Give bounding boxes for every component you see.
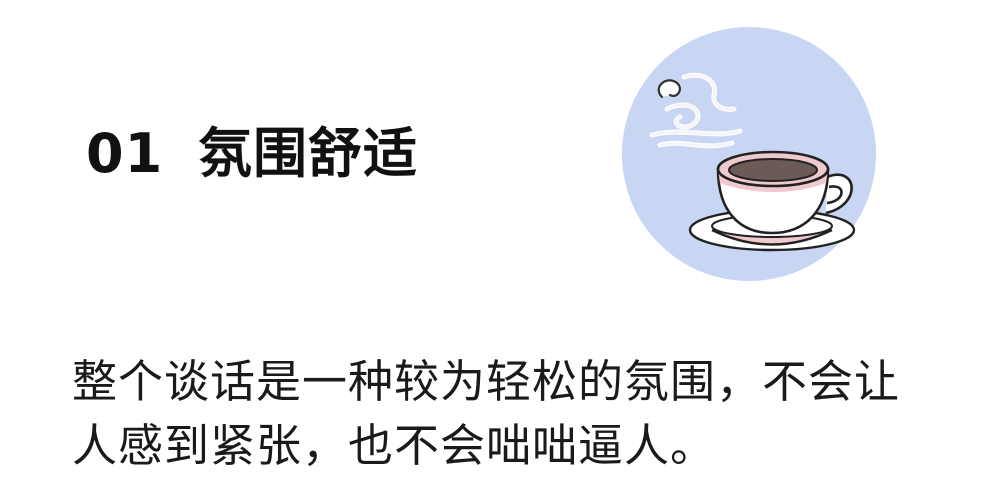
coffee-cup-icon <box>622 27 876 281</box>
body-paragraph: 整个谈话是一种较为轻松的氛围，不会让 人感到紧张，也不会咄咄逼人。 <box>72 350 932 478</box>
body-line-2: 人感到紧张，也不会咄咄逼人。 <box>72 419 717 472</box>
cup-handle <box>825 173 853 215</box>
body-line-1: 整个谈话是一种较为轻松的氛围，不会让 <box>72 355 901 408</box>
section-title: 氛围舒适 <box>198 122 418 185</box>
cup-body <box>716 150 830 235</box>
section-heading: 01 氛围舒适 <box>86 122 418 186</box>
section-number: 01 <box>86 122 164 185</box>
coffee-illustration <box>622 27 876 281</box>
